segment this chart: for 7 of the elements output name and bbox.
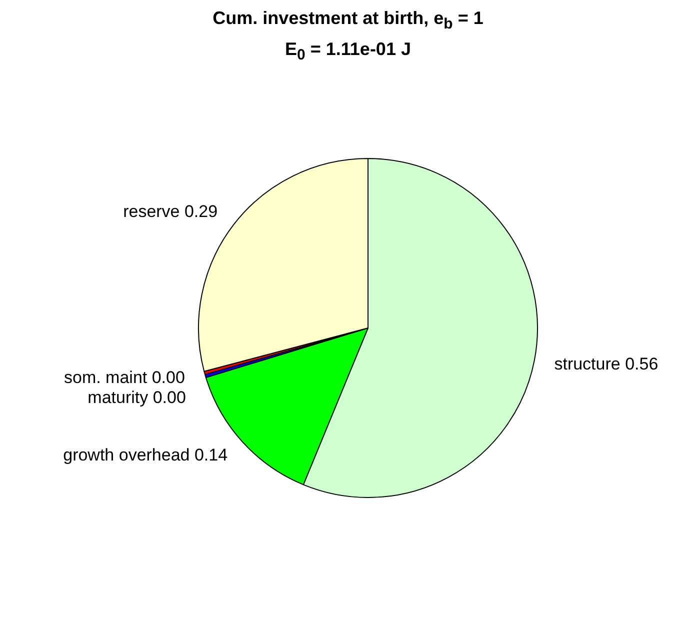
slice-label: maturity 0.00 (88, 388, 186, 408)
slice-label: som. maint 0.00 (64, 368, 185, 388)
slice-label: growth overhead 0.14 (63, 446, 228, 465)
slice-label: reserve 0.29 (123, 202, 218, 222)
chart-title: Cum. investment at birth, e$_{b}$ = 1 (212, 8, 484, 33)
chart-subtitle: E$_{0}$ = 1.11e-01 J (284, 38, 412, 64)
slice-label: structure 0.56 (554, 354, 658, 374)
